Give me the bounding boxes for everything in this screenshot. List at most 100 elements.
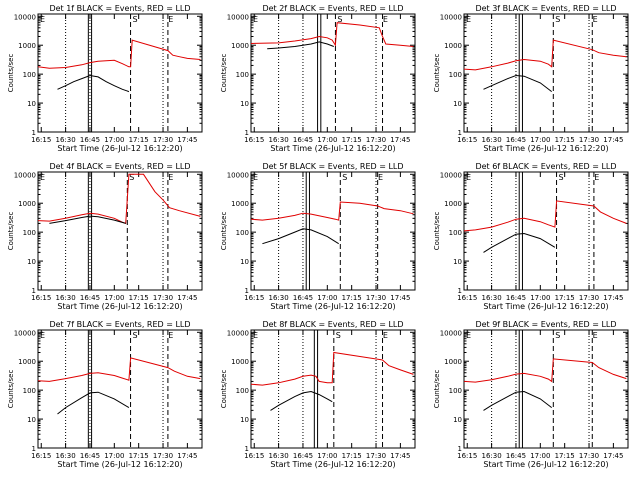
x-tick-label: 17:00 [317,452,337,460]
x-tick-label: 16:15 [457,452,477,460]
y-tick-label: 1000 [231,42,249,50]
x-tick-label: 17:15 [129,452,149,460]
x-tick-label: 17:30 [153,452,173,460]
x-tick-label: 16:30 [56,452,76,460]
x-tick-label: 17:15 [555,294,575,302]
x-tick-label: 17:45 [603,452,623,460]
detector-panel-6: Det 6f BLACK = Events, RED = LLD 1 10 100 10… [433,162,629,311]
x-tick-label: 16:15 [244,136,264,144]
x-tick-label: 17:45 [603,136,623,144]
panel-title: Det 9f BLACK = Events, RED = LLD [475,320,616,329]
x-tick-label: 17:30 [579,452,599,460]
x-tick-label: 16:15 [457,136,477,144]
y-tick-label: 1000 [444,358,462,366]
marker-label: S [129,173,134,182]
x-tick-label: 17:00 [530,294,550,302]
x-axis-label: Start Time (26-Jul-12 16:12:20) [483,460,608,469]
marker-label: E [378,173,383,182]
y-tick-label: 10 [27,416,36,424]
lld-series-line [37,357,201,382]
detector-panel-3: Det 3f BLACK = Events, RED = LLD 1 10 100 10… [433,4,629,153]
x-axis-label: Start Time (26-Jul-12 16:12:20) [57,460,182,469]
y-tick-label: 10 [240,258,249,266]
y-tick-label: 10 [240,100,249,108]
y-tick-label: 100 [449,387,462,395]
plot-frame [250,329,416,449]
y-tick-label: 1 [458,129,462,137]
panel-title: Det 1f BLACK = Events, RED = LLD [49,4,190,13]
y-tick-label: 10 [453,100,462,108]
x-tick-label: 16:30 [482,294,502,302]
x-tick-label: 17:45 [603,294,623,302]
y-tick-label: 10 [27,258,36,266]
x-tick-label: 17:45 [390,452,410,460]
x-axis-label: Start Time (26-Jul-12 16:12:20) [57,302,182,311]
x-axis-label: Start Time (26-Jul-12 16:12:20) [483,302,608,311]
y-axis-label: Counts/sec [220,212,228,251]
y-tick-label: 1000 [444,200,462,208]
marker-label: E [253,173,258,182]
x-axis-label: Start Time (26-Jul-12 16:12:20) [270,144,395,153]
marker-label: E [168,173,173,182]
marker-label: S [336,331,341,340]
marker-label: E [466,173,471,182]
plot-frame [37,171,203,291]
y-tick-label: 1 [245,129,249,137]
x-tick-label: 16:15 [244,452,264,460]
y-tick-label: 1 [245,287,249,295]
marker-label: E [253,15,258,24]
events-series-line [267,41,334,50]
y-tick-label: 100 [236,71,249,79]
x-tick-label: 17:00 [530,452,550,460]
y-tick-label: 10 [453,416,462,424]
y-tick-label: 100 [449,71,462,79]
marker-label: E [466,15,471,24]
marker-label: E [40,15,45,24]
x-tick-label: 16:45 [80,294,100,302]
lld-series-line [37,173,201,225]
x-tick-label: 16:45 [293,452,313,460]
x-tick-label: 16:15 [31,452,51,460]
detector-panel-7: Det 7f BLACK = Events, RED = LLD 1 10 100 10… [7,320,203,469]
lld-series-line [463,39,627,71]
detector-panel-5: Det 5f BLACK = Events, RED = LLD 1 10 100 10… [220,162,416,311]
x-axis-label: Start Time (26-Jul-12 16:12:20) [270,302,395,311]
marker-label: E [168,331,173,340]
panel-title: Det 4f BLACK = Events, RED = LLD [49,162,190,171]
lld-series-line [463,200,627,232]
x-axis-label: Start Time (26-Jul-12 16:12:20) [270,460,395,469]
x-tick-label: 16:30 [482,136,502,144]
y-tick-label: 1000 [18,358,36,366]
marker-label: S [133,15,138,24]
x-tick-label: 17:30 [579,294,599,302]
plot-frame [250,171,416,291]
marker-label: E [40,173,45,182]
x-tick-label: 16:30 [56,136,76,144]
y-tick-label: 10000 [227,13,249,21]
y-tick-label: 10 [453,258,462,266]
x-tick-label: 17:45 [177,136,197,144]
x-tick-label: 17:30 [153,136,173,144]
x-tick-label: 16:45 [80,136,100,144]
x-tick-label: 16:45 [506,452,526,460]
marker-label: E [253,331,258,340]
x-tick-label: 17:30 [366,294,386,302]
y-axis-label: Counts/sec [220,370,228,409]
marker-label: S [555,15,560,24]
detector-panel-8: Det 8f BLACK = Events, RED = LLD 1 10 100 10… [220,320,416,469]
x-tick-label: 17:45 [390,136,410,144]
x-tick-label: 16:45 [506,294,526,302]
x-tick-label: 17:30 [366,452,386,460]
x-tick-label: 17:15 [129,294,149,302]
y-tick-label: 10000 [14,329,36,337]
x-tick-label: 17:00 [530,136,550,144]
y-axis-label: Counts/sec [7,370,15,409]
y-tick-label: 1 [458,287,462,295]
events-series-line [270,390,333,411]
panel-title: Det 6f BLACK = Events, RED = LLD [475,162,616,171]
panel-title: Det 5f BLACK = Events, RED = LLD [262,162,403,171]
detector-panel-9: Det 9f BLACK = Events, RED = LLD 1 10 100 10… [433,320,629,469]
plot-frame [37,329,203,449]
y-tick-label: 100 [23,71,36,79]
lld-series-line [37,39,201,69]
